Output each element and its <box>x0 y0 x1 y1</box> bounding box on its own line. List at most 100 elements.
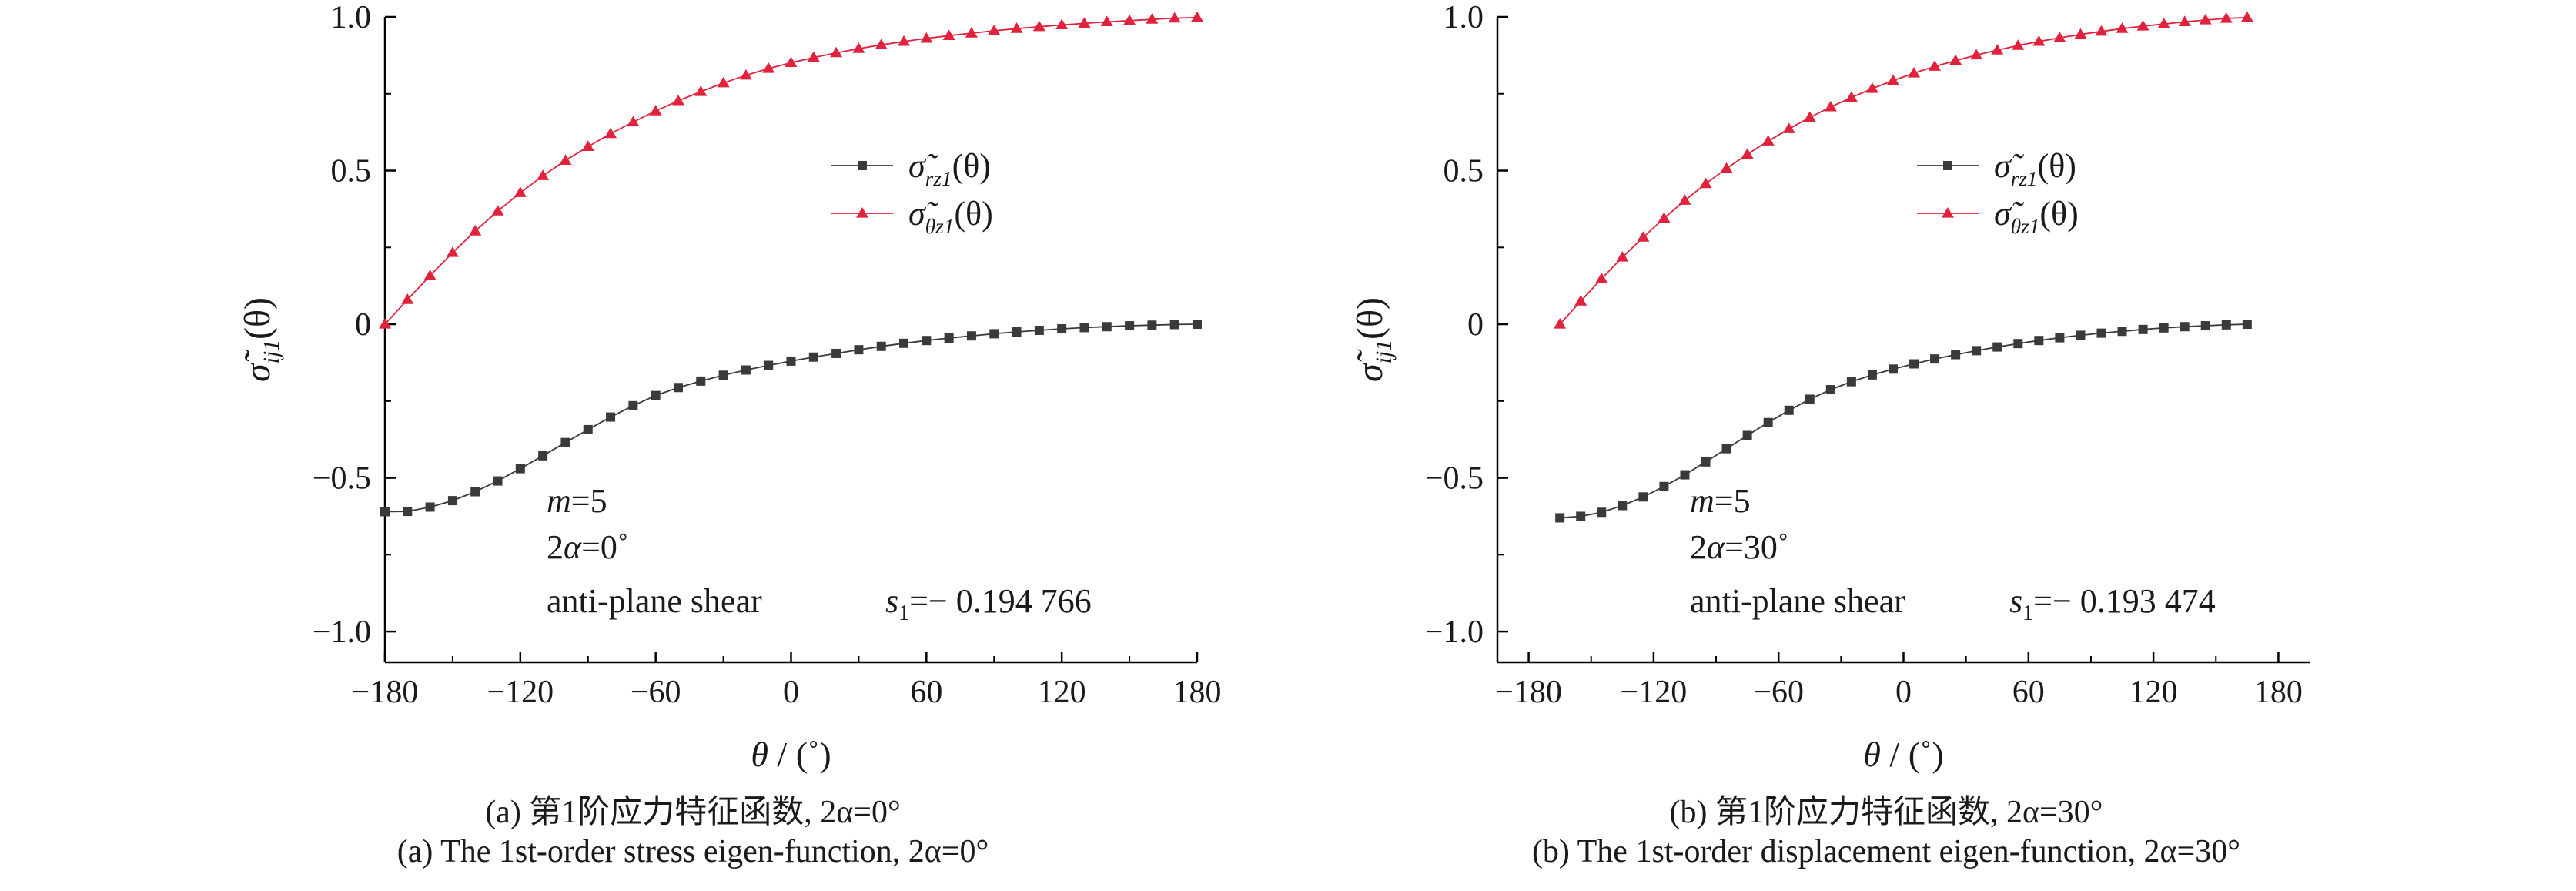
data-point <box>604 127 617 139</box>
x-tick-label: −120 <box>1621 675 1688 710</box>
data-point <box>1720 162 1733 173</box>
data-point <box>762 62 775 73</box>
data-point <box>2053 32 2066 42</box>
annotation-loading: anti-plane shear <box>1690 582 1905 620</box>
data-point <box>2012 39 2025 50</box>
x-tick-label: 180 <box>1173 675 1222 710</box>
legend-label: σ̃θz1(θ) <box>1994 195 2079 238</box>
data-point <box>2157 18 2170 28</box>
data-point <box>560 437 570 447</box>
data-point <box>583 424 593 434</box>
y-tick-label: 1.0 <box>331 0 372 35</box>
data-point <box>1574 295 1587 306</box>
data-point <box>1576 511 1586 521</box>
data-point <box>627 116 640 127</box>
annotation-loading: anti-plane shear <box>547 582 762 620</box>
data-point <box>380 507 390 517</box>
chart-a: −1.0 −0.5 0 0.5 1.0 −180 −120 −60 0 60 120 180 θ / (… <box>237 0 1222 774</box>
data-point <box>764 360 774 370</box>
legend-label: σ̃rz1(θ) <box>908 147 991 190</box>
data-point <box>2096 328 2106 338</box>
annotation-m: m=5 <box>1690 482 1751 520</box>
data-point <box>1865 82 1878 93</box>
data-point <box>673 383 683 393</box>
data-point <box>470 487 480 497</box>
data-point <box>1678 194 1691 205</box>
y-tick-label: 0.5 <box>1444 154 1484 189</box>
data-point <box>2074 28 2087 39</box>
data-point <box>1825 385 1835 395</box>
data-point <box>852 42 865 53</box>
data-point <box>989 329 999 339</box>
chart-b: −1.0 −0.5 0 0.5 1.0 −180 −120 −60 0 60 120 180 θ / (… <box>1350 0 2310 774</box>
legend-label: σ̃θz1(θ) <box>908 195 993 238</box>
data-point <box>537 169 550 180</box>
data-point <box>1616 251 1629 262</box>
series-line-thetaz1 <box>1559 16 2247 325</box>
data-point <box>1782 122 1795 133</box>
x-axis-label: θ / (˚) <box>1863 735 1943 774</box>
data-point <box>808 352 818 362</box>
y-axis-label: σ̃ij1(θ) <box>1350 297 1397 382</box>
data-point <box>1701 457 1711 467</box>
data-point <box>1010 22 1023 33</box>
x-tick-label: 0 <box>1895 675 1912 710</box>
data-point <box>628 400 638 410</box>
data-point <box>1193 320 1202 330</box>
data-point <box>2159 323 2169 333</box>
data-point <box>1742 430 1752 440</box>
caption-b-english: (b) The 1st-order displacement eigen-fun… <box>1531 834 2241 869</box>
data-point <box>1555 513 1565 523</box>
caption-b-chinese: (b) 第1阶应力特征函数, 2α=30° <box>1669 795 2103 830</box>
data-point <box>1929 60 1942 71</box>
data-point <box>920 32 933 43</box>
y-axis-label: σ̃ij1(θ) <box>237 297 284 382</box>
data-point <box>739 69 752 80</box>
data-point <box>831 348 841 358</box>
data-point <box>1638 492 1648 502</box>
data-point <box>2032 35 2046 46</box>
data-point <box>1784 405 1794 415</box>
data-point <box>2242 320 2252 330</box>
data-point <box>944 333 954 343</box>
data-point <box>717 76 730 88</box>
data-point <box>491 205 504 216</box>
data-point <box>875 39 888 49</box>
data-point <box>785 56 798 68</box>
data-point <box>1554 318 1567 329</box>
y-tick-label: −1.0 <box>313 615 371 650</box>
data-point <box>1618 501 1628 511</box>
series-line-rz1 <box>1560 323 2247 519</box>
x-tick-label: 0 <box>783 675 799 710</box>
annotation-s1: s1=− 0.193 474 <box>2009 582 2216 625</box>
data-point <box>2117 327 2127 337</box>
data-point <box>425 502 435 512</box>
series-line-rz1 <box>384 323 1198 513</box>
y-tick-label: −0.5 <box>1425 461 1484 497</box>
data-point <box>446 246 459 257</box>
data-point <box>1761 135 1775 146</box>
data-point <box>447 496 457 506</box>
data-point <box>786 356 796 366</box>
caption-a-english: (a) The 1st-order stress eigen-function,… <box>396 834 989 869</box>
annotation-alpha: 2α=0˚ <box>547 528 629 566</box>
data-point <box>922 336 932 346</box>
legend-swatch-marker <box>858 161 867 170</box>
y-tick-label: 0 <box>355 307 371 343</box>
data-point <box>1055 18 1069 29</box>
y-tick-label: 0 <box>1467 307 1484 343</box>
data-point <box>538 451 548 461</box>
data-point <box>1803 111 1816 122</box>
data-point <box>1078 17 1091 28</box>
data-point <box>898 35 911 46</box>
data-point <box>1658 212 1671 223</box>
data-point <box>1032 20 1045 32</box>
data-point <box>2013 339 2023 349</box>
data-point <box>965 27 978 38</box>
data-point <box>1992 342 2002 352</box>
data-point <box>1168 12 1181 23</box>
x-axis-label: θ / (˚) <box>751 735 831 774</box>
data-point <box>1721 444 1731 454</box>
data-point <box>942 29 955 40</box>
data-point <box>649 105 662 116</box>
